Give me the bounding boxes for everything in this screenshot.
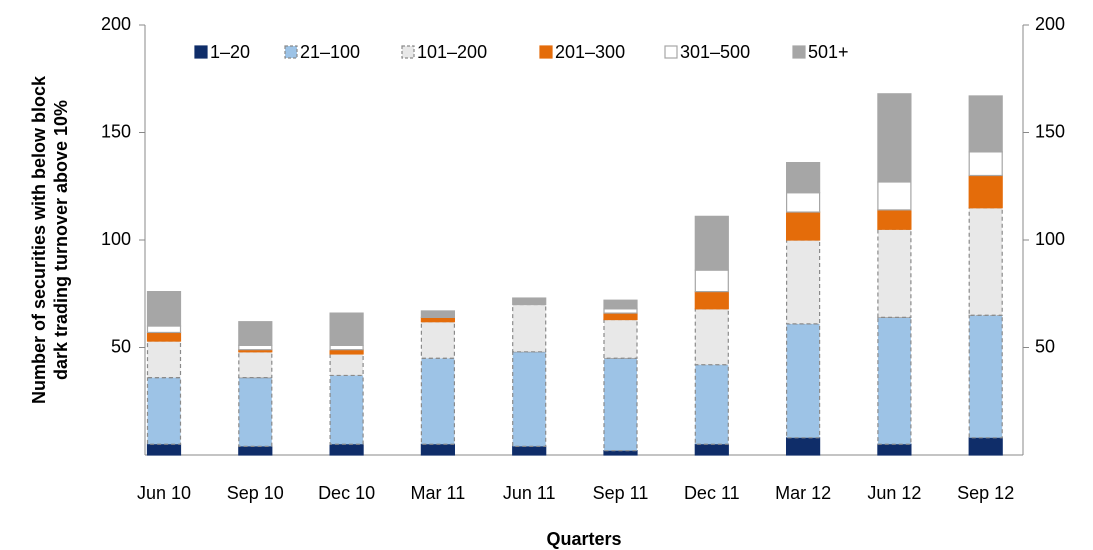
x-tick-label: Sep 12: [957, 483, 1014, 503]
bar-segment: [694, 215, 729, 271]
legend-swatch: [539, 45, 553, 59]
bar-segment: [603, 299, 638, 310]
bar-segment: [146, 331, 182, 342]
legend-label: 301–500: [680, 42, 750, 62]
y-tick-label: 50: [111, 336, 131, 356]
y-axis-label: Number of securities with below block: [29, 75, 49, 404]
bar-segment: [877, 181, 912, 211]
bar-segment: [785, 192, 821, 213]
x-tick-label: Sep 10: [227, 483, 284, 503]
bar-segment: [238, 445, 273, 456]
legend-swatch: [284, 45, 298, 59]
bar-segment: [968, 95, 1003, 153]
y-tick-label: 150: [101, 121, 131, 141]
bar-segment: [420, 321, 455, 359]
bar-segment: [785, 162, 821, 194]
legend-label: 501+: [808, 42, 849, 62]
bar-segment: [146, 291, 182, 327]
y2-tick-label: 50: [1035, 336, 1055, 356]
bar-segment: [785, 437, 821, 456]
y2-tick-label: 100: [1035, 229, 1065, 249]
y-tick-label: 100: [101, 229, 131, 249]
bar-segment: [420, 316, 455, 323]
x-tick-label: Jun 11: [503, 483, 556, 503]
bar-segment: [603, 312, 638, 321]
bar-segment: [694, 443, 729, 456]
bar-segment: [420, 357, 455, 445]
bar-segment: [694, 364, 729, 445]
bar-segment: [968, 437, 1003, 456]
bar-segment: [329, 344, 364, 351]
x-tick-label: Dec 11: [684, 483, 740, 503]
y-tick-label: 200: [101, 14, 131, 34]
bar-segment: [785, 211, 821, 241]
legend-swatch: [401, 45, 415, 59]
bar-segment: [603, 357, 638, 452]
x-tick-label: Sep 11: [593, 483, 649, 503]
x-tick-label: Jun 10: [137, 483, 191, 503]
legend-swatch: [792, 45, 806, 59]
bar-segment: [694, 269, 729, 293]
bar-segment: [603, 308, 638, 314]
bar-segment: [146, 443, 182, 456]
y-axis-label: dark trading turnover above 10%: [51, 100, 71, 380]
bar-segment: [329, 349, 364, 355]
bar-segment: [512, 297, 547, 306]
bar-segment: [238, 377, 273, 448]
legend-label: 201–300: [555, 42, 625, 62]
bar-segment: [146, 325, 182, 334]
bar-segment: [512, 303, 547, 353]
bar-segment: [329, 312, 364, 346]
bar-segment: [877, 443, 912, 456]
bar-segment: [968, 174, 1003, 209]
y2-tick-label: 150: [1035, 121, 1065, 141]
bar-segment: [694, 291, 729, 310]
x-tick-label: Mar 12: [775, 483, 831, 503]
bar-segment: [785, 323, 821, 439]
bar-segment: [146, 340, 182, 379]
bar-segment: [238, 321, 273, 346]
bar-segment: [968, 314, 1003, 439]
bar-segment: [877, 228, 912, 319]
bar-segment: [694, 308, 729, 366]
legend-swatch: [194, 45, 208, 59]
y2-tick-label: 200: [1035, 14, 1065, 34]
legend-label: 1–20: [210, 42, 250, 62]
legend-label: 21–100: [300, 42, 360, 62]
legend-swatch: [664, 45, 678, 59]
bar-segment: [968, 151, 1003, 177]
bar-segment: [238, 344, 273, 351]
x-axis-label: Quarters: [546, 529, 621, 549]
legend-label: 101–200: [417, 42, 487, 62]
x-tick-label: Mar 11: [411, 483, 466, 503]
bar-segment: [329, 443, 364, 456]
bar-segment: [603, 450, 638, 456]
bar-segment: [329, 374, 364, 445]
bar-segment: [238, 351, 273, 379]
bar-segment: [968, 207, 1003, 316]
bar-segment: [603, 318, 638, 359]
bar-segment: [512, 445, 547, 456]
bar-segment: [877, 316, 912, 445]
bar-segment: [512, 351, 547, 447]
bar-segment: [877, 93, 912, 183]
x-tick-label: Dec 10: [318, 483, 375, 503]
bar-segment: [329, 353, 364, 377]
bar-segment: [785, 239, 821, 325]
bar-segment: [146, 377, 182, 445]
x-tick-label: Jun 12: [867, 483, 921, 503]
bar-segment: [420, 443, 455, 456]
bar-segment: [420, 310, 455, 319]
bar-segment: [877, 209, 912, 230]
